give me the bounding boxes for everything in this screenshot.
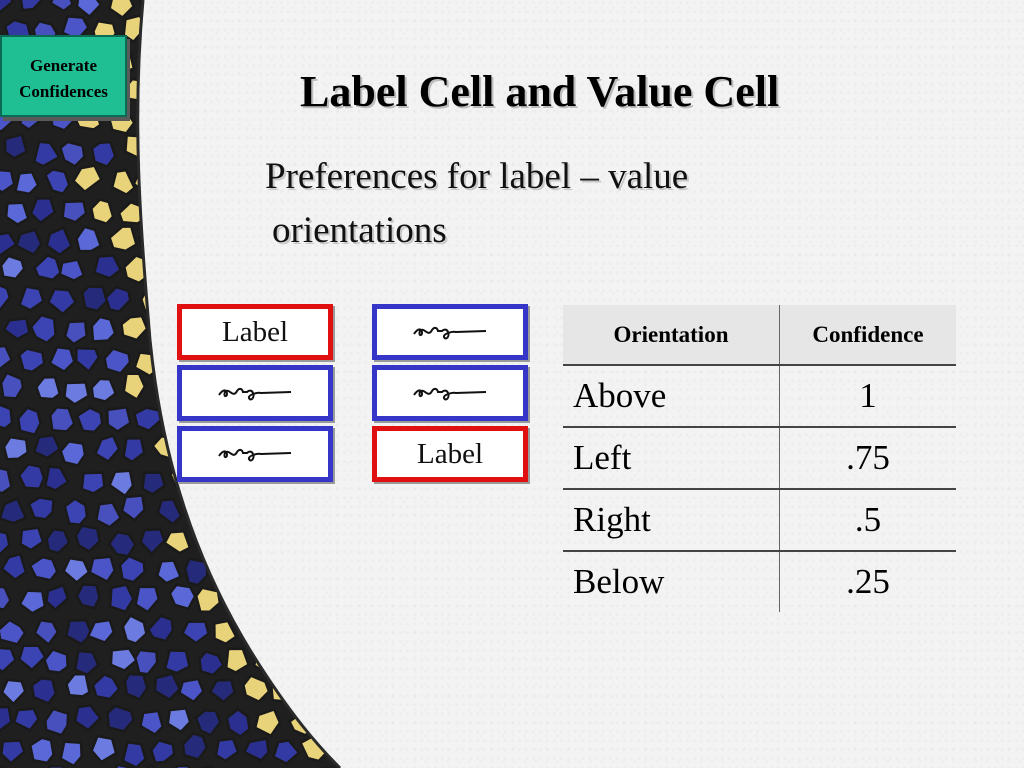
label-cell-text: Label bbox=[416, 437, 483, 470]
table-row: Below .25 bbox=[563, 551, 956, 612]
orientation-cell: Below bbox=[563, 551, 780, 612]
scribble-icon bbox=[413, 326, 487, 340]
slide-subtitle: Preferences for label – value orientatio… bbox=[265, 150, 825, 258]
value-cell-mid-right bbox=[372, 365, 528, 421]
orientation-cell: Left bbox=[563, 427, 780, 490]
scribble-icon bbox=[218, 448, 292, 462]
confidence-table: Orientation Confidence Above 1 Left .75 … bbox=[563, 305, 956, 612]
column-header-orientation: Orientation bbox=[563, 305, 780, 366]
value-cell-mid-left bbox=[177, 365, 333, 421]
orientation-cell: Above bbox=[563, 365, 780, 428]
confidence-cell: .75 bbox=[779, 427, 956, 490]
column-header-confidence: Confidence bbox=[779, 305, 956, 366]
label-cell-text: Label bbox=[221, 315, 288, 348]
label-cell-bottom-right: Label bbox=[372, 426, 528, 482]
button-label-line2: Confidences bbox=[19, 82, 108, 101]
subtitle-line1: Preferences for label – value bbox=[265, 156, 689, 197]
table-header-row: Orientation Confidence bbox=[563, 305, 956, 366]
value-cell-top-right bbox=[372, 304, 528, 360]
table-row: Above 1 bbox=[563, 365, 956, 428]
table-row: Right .5 bbox=[563, 489, 956, 552]
value-cell-bottom-left bbox=[177, 426, 333, 482]
table-row: Left .75 bbox=[563, 427, 956, 490]
generate-confidences-button[interactable]: Generate Confidences bbox=[0, 35, 127, 117]
label-cell-top-left: Label bbox=[177, 304, 333, 360]
scribble-icon bbox=[413, 387, 487, 401]
confidence-cell: .25 bbox=[846, 562, 890, 601]
subtitle-line2: orientations bbox=[272, 210, 447, 251]
confidence-cell: 1 bbox=[779, 365, 956, 428]
slide-title: Label Cell and Value Cell bbox=[300, 67, 780, 116]
confidence-cell: .5 bbox=[779, 489, 956, 552]
orientation-cell: Right bbox=[563, 489, 780, 552]
button-label-line1: Generate bbox=[29, 56, 98, 75]
scribble-icon bbox=[218, 387, 292, 401]
